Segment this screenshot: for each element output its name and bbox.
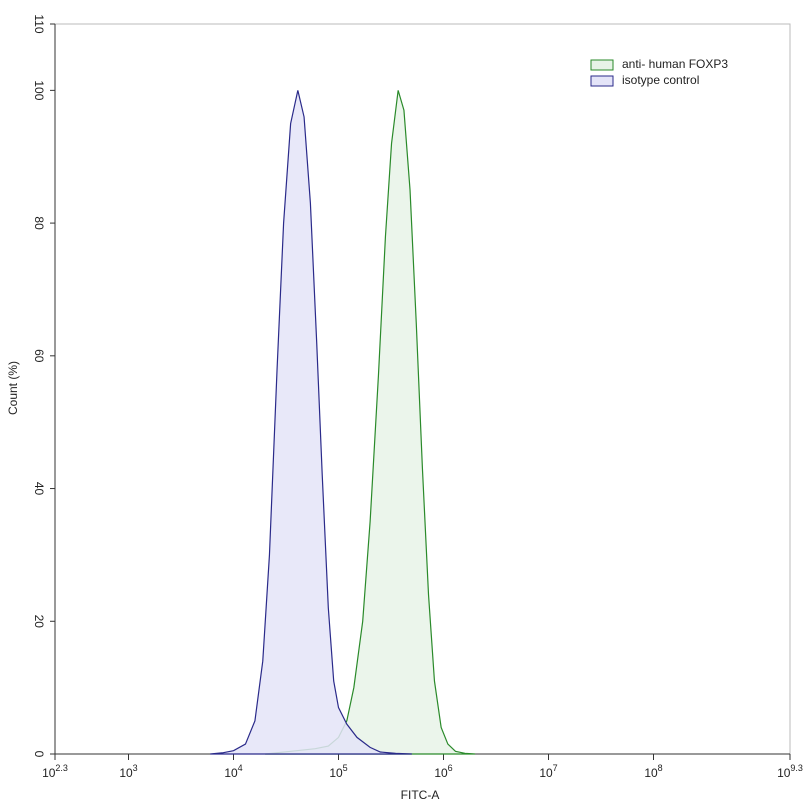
x-tick-exponent: 9.3 — [790, 763, 803, 773]
x-tick-base: 10 — [119, 766, 133, 780]
x-tick-base: 10 — [539, 766, 553, 780]
legend-label: anti- human FOXP3 — [622, 57, 728, 71]
y-tick-label: 40 — [32, 482, 46, 496]
x-tick-exponent: 8 — [658, 763, 663, 773]
y-tick-label: 80 — [32, 216, 46, 230]
legend-swatch — [590, 59, 614, 71]
x-tick-base: 10 — [329, 766, 343, 780]
x-tick-label: 105 — [329, 763, 347, 780]
x-tick-exponent: 7 — [553, 763, 558, 773]
x-tick-exponent: 3 — [133, 763, 138, 773]
x-tick-label: 103 — [119, 763, 137, 780]
x-tick-exponent: 6 — [448, 763, 453, 773]
x-axis-label: FITC-A — [401, 788, 440, 802]
x-tick-exponent: 4 — [238, 763, 243, 773]
x-tick-label: 102.3 — [42, 763, 68, 780]
legend-swatch — [590, 75, 614, 87]
x-tick-label: 104 — [224, 763, 242, 780]
x-tick-base: 10 — [644, 766, 658, 780]
x-tick-label: 107 — [539, 763, 557, 780]
histogram-curve — [210, 90, 412, 755]
x-tick-base: 10 — [224, 766, 238, 780]
y-tick-label: 100 — [32, 80, 46, 100]
y-tick-label: 20 — [32, 615, 46, 629]
x-tick-label: 106 — [434, 763, 452, 780]
x-tick-exponent: 5 — [343, 763, 348, 773]
y-tick-label: 0 — [32, 751, 46, 758]
x-tick-exponent: 2.3 — [55, 763, 68, 773]
y-tick-label: 60 — [32, 349, 46, 363]
legend-label: isotype control — [622, 73, 699, 87]
y-axis-label: Count (%) — [6, 361, 20, 415]
x-tick-base: 10 — [42, 766, 56, 780]
x-tick-label: 109.3 — [777, 763, 803, 780]
x-tick-label: 108 — [644, 763, 662, 780]
y-tick-label: 110 — [32, 14, 46, 33]
x-tick-base: 10 — [777, 766, 791, 780]
x-tick-base: 10 — [434, 766, 448, 780]
